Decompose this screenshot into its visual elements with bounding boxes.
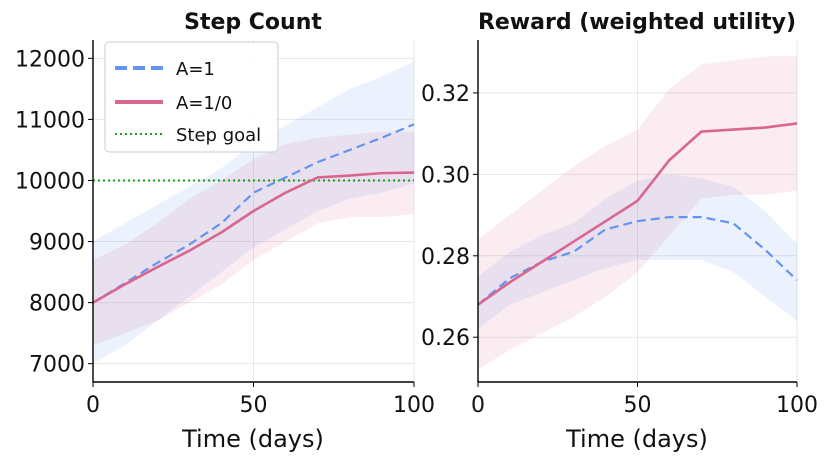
reward-confidence-bands — [478, 56, 797, 370]
reward-title: Reward (weighted utility) — [478, 10, 796, 35]
reward-xtick-label-0: 0 — [471, 393, 485, 418]
step-count-ytick-label-1: 8000 — [29, 292, 85, 317]
reward-xlabel: Time (days) — [565, 425, 708, 453]
legend-label-step-goal: Step goal — [176, 125, 261, 146]
reward-band-a10 — [478, 56, 797, 370]
reward-panel: 0.26 0.28 0.30 0.32 0 50 100 Reward (weighted … — [421, 10, 818, 453]
reward-xtick-label-2: 100 — [776, 393, 818, 418]
reward-ytick-label-2: 0.30 — [421, 163, 470, 188]
step-count-lines — [92, 123, 415, 304]
step-count-xtick-label-2: 100 — [393, 393, 435, 418]
reward-line-a10 — [477, 122, 798, 306]
step-count-ticks: 7000 8000 9000 10000 11000 12000 0 50 100 — [15, 47, 435, 418]
reward-ytick-label-1: 0.28 — [421, 245, 470, 270]
step-count-xtick-label-1: 50 — [240, 393, 268, 418]
legend-label-a10: A=1/0 — [176, 93, 232, 114]
step-count-band-a10 — [93, 131, 414, 346]
step-count-line-a10 — [92, 171, 415, 304]
step-count-ytick-label-3: 10000 — [15, 169, 85, 194]
step-count-xlabel: Time (days) — [181, 425, 324, 453]
legend: A=1 A=1/0 Step goal — [104, 41, 279, 153]
step-count-ytick-label-5: 12000 — [15, 47, 85, 72]
reward-ticks: 0.26 0.28 0.30 0.32 0 50 100 — [421, 82, 818, 418]
legend-box — [104, 41, 279, 153]
step-count-panel: 7000 8000 9000 10000 11000 12000 0 50 100 Step C… — [15, 10, 435, 453]
reward-band-a1 — [478, 174, 797, 330]
reward-xtick-label-1: 50 — [624, 393, 652, 418]
reward-line-a1 — [477, 216, 798, 306]
legend-label-a1: A=1 — [176, 59, 215, 80]
step-count-line-a1 — [92, 123, 415, 304]
reward-ytick-label-0: 0.26 — [421, 326, 470, 351]
step-count-xtick-label-0: 0 — [86, 393, 100, 418]
step-count-ytick-label-0: 7000 — [29, 353, 85, 378]
step-count-title: Step Count — [184, 10, 322, 35]
reward-ytick-label-3: 0.32 — [421, 82, 470, 107]
reward-lines — [477, 122, 798, 306]
step-count-ytick-label-2: 9000 — [29, 231, 85, 256]
step-count-ytick-label-4: 11000 — [15, 108, 85, 133]
